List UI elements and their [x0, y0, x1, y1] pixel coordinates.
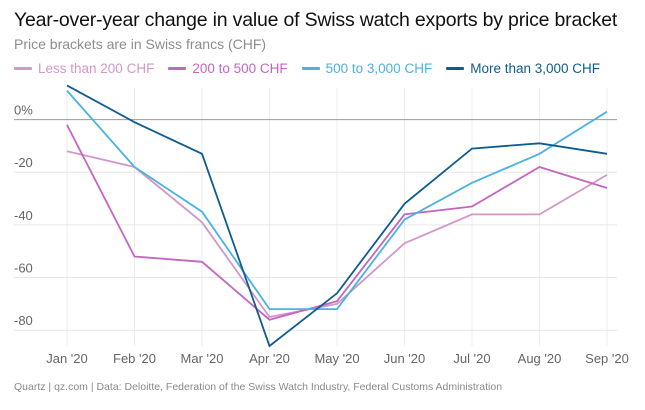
x-tick-label: Aug '20: [518, 351, 562, 366]
legend-label: 500 to 3,000 CHF: [325, 61, 433, 76]
legend-item-less-than-200: Less than 200 CHF: [14, 61, 154, 76]
legend-swatch: [446, 67, 465, 70]
legend-item-200-to-500: 200 to 500 CHF: [168, 61, 288, 76]
x-tick-label: May '20: [314, 351, 359, 366]
y-tick-label: -80: [14, 313, 33, 328]
series-line-1: [66, 124, 608, 321]
legend-swatch: [301, 67, 320, 70]
y-tick-label: -20: [14, 155, 33, 170]
legend-swatch: [168, 67, 187, 70]
y-tick-label: -40: [14, 208, 33, 223]
series-line-0: [66, 150, 608, 318]
legend-item-more-than-3000: More than 3,000 CHF: [446, 61, 600, 76]
y-tick-label: 0%: [14, 103, 33, 118]
legend-item-500-to-3000: 500 to 3,000 CHF: [301, 61, 433, 76]
x-tick-label: Jan '20: [46, 351, 88, 366]
y-tick-label: -60: [14, 261, 33, 276]
source-note: Quartz | qz.com | Data: Deloitte, Federa…: [14, 381, 503, 393]
x-tick-label: Mar '20: [181, 351, 224, 366]
series-line-3: [66, 84, 608, 348]
legend-swatch: [14, 67, 32, 70]
x-tick-label: Jul '20: [453, 351, 490, 366]
x-tick-label: Jun '20: [384, 351, 426, 366]
x-tick-label: Sep '20: [585, 351, 629, 366]
chart-title: Year-over-year change in value of Swiss …: [14, 9, 618, 31]
legend-label: 200 to 500 CHF: [192, 61, 288, 76]
series-line-2: [66, 90, 608, 311]
legend: Less than 200 CHF 200 to 500 CHF 500 to …: [14, 61, 600, 76]
chart-subtitle: Price brackets are in Swiss francs (CHF): [14, 36, 267, 52]
legend-label: Less than 200 CHF: [38, 61, 155, 76]
x-tick-label: Feb '20: [113, 351, 156, 366]
x-tick-label: Apr '20: [249, 351, 290, 366]
legend-label: More than 3,000 CHF: [470, 61, 601, 76]
